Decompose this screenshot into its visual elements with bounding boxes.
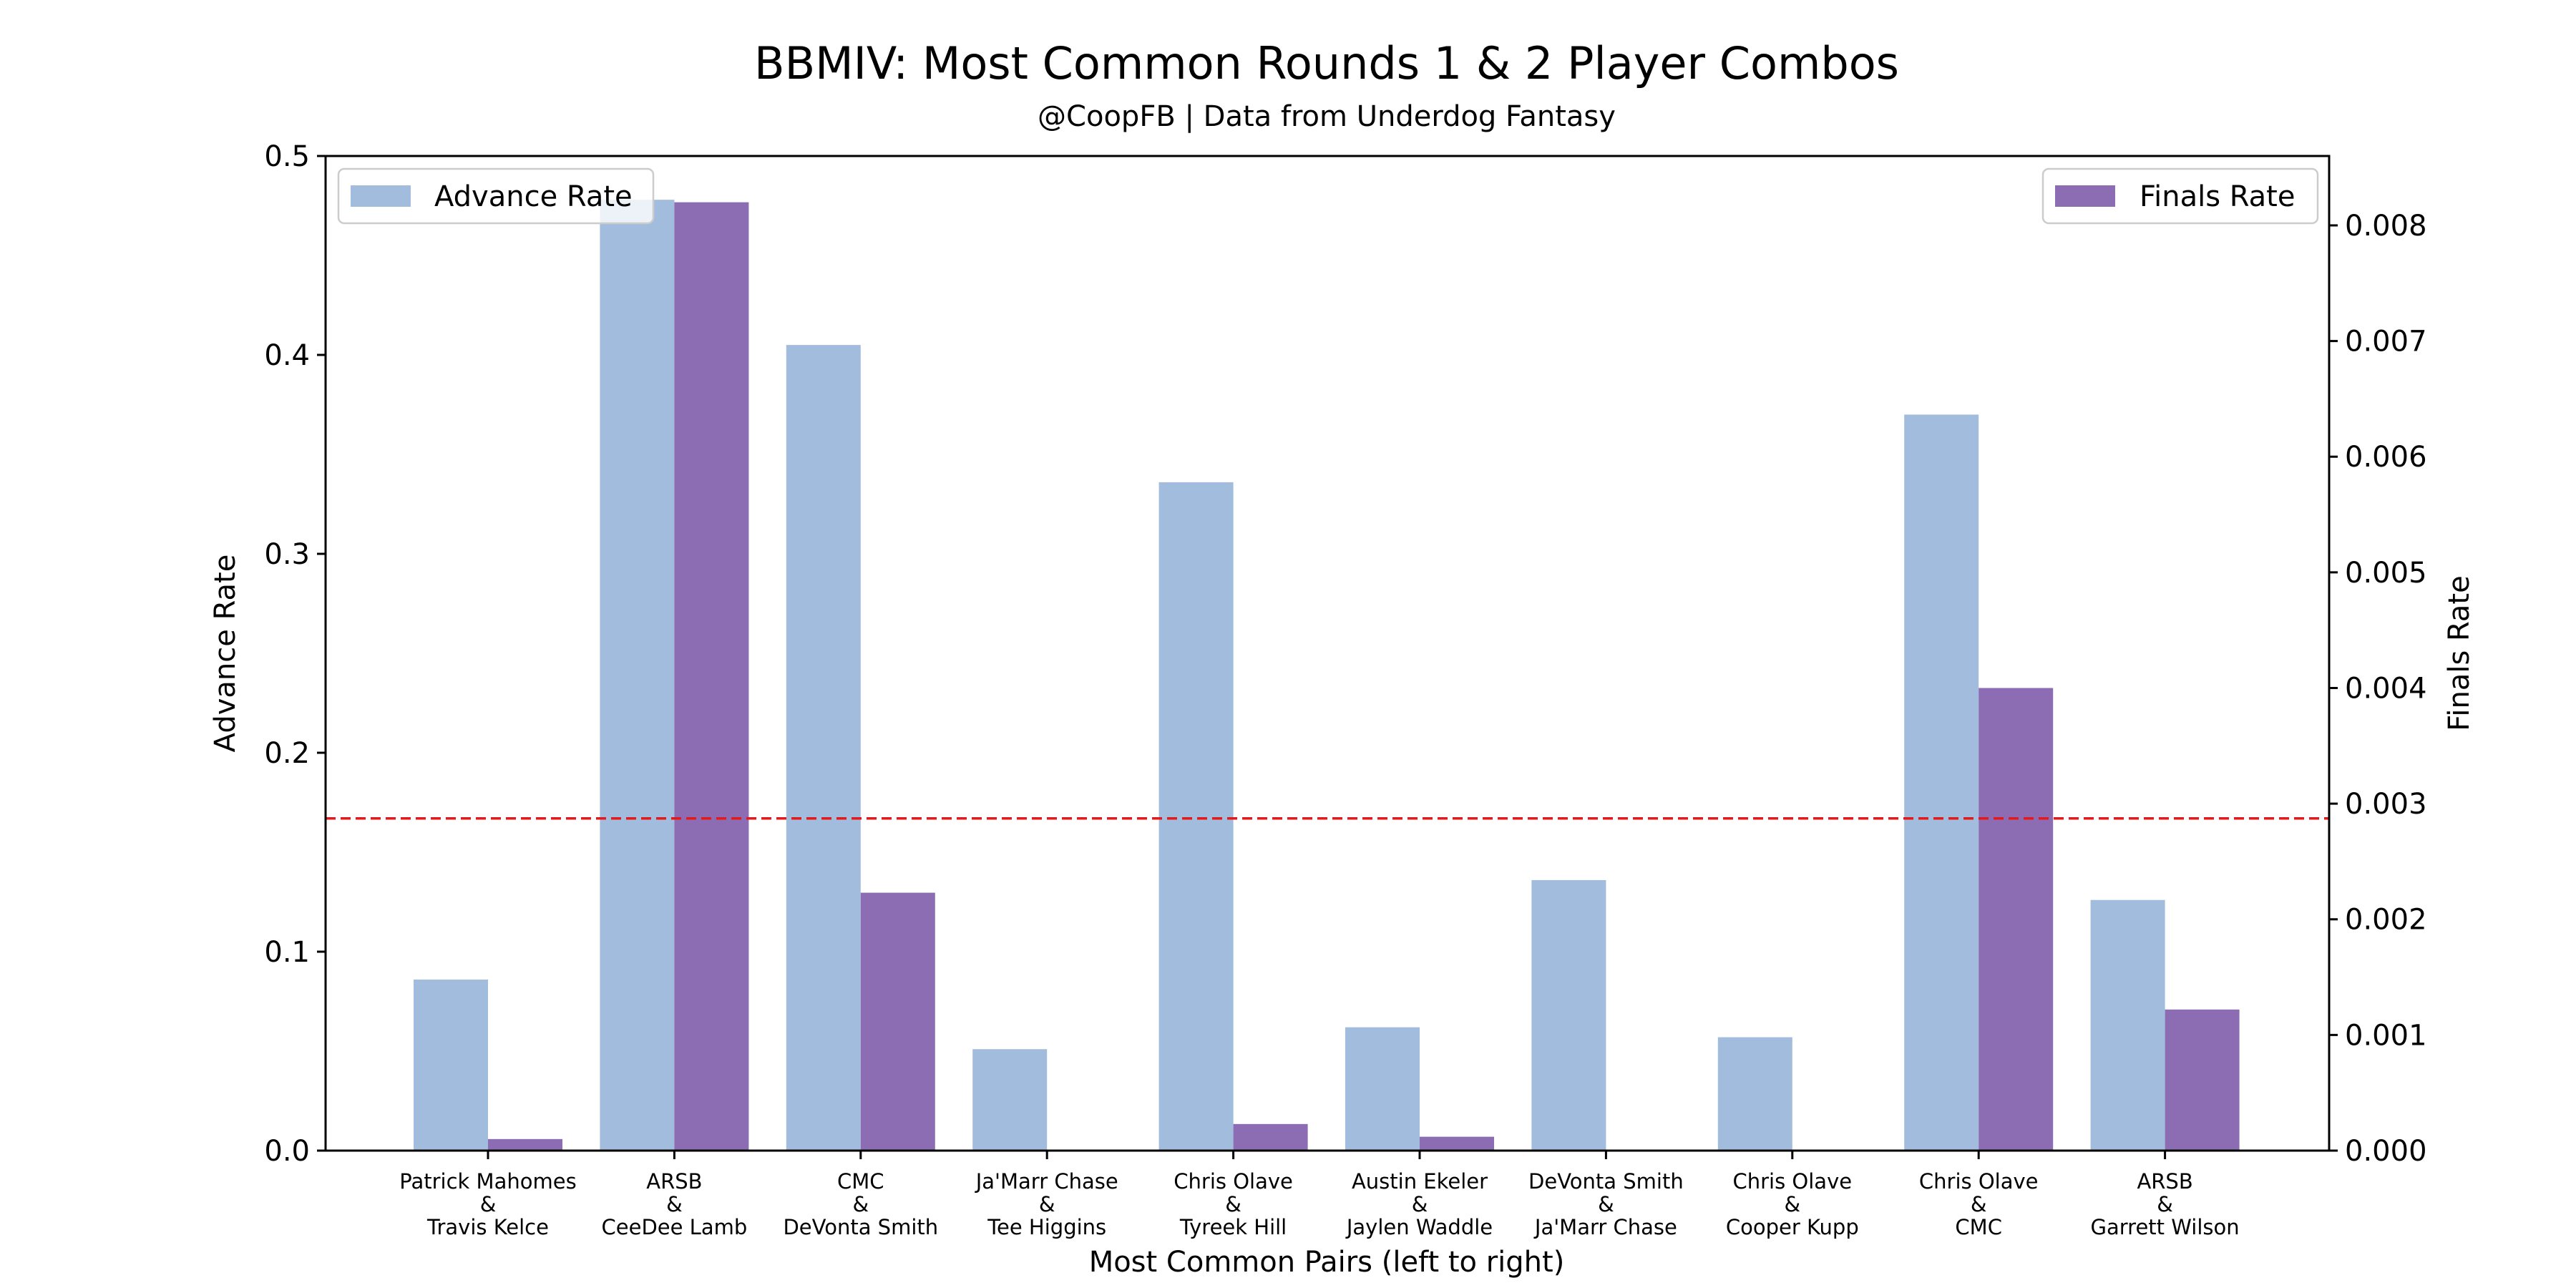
y2-tick-label: 0.002 (2345, 904, 2427, 937)
y2-tick-label: 0.003 (2345, 788, 2427, 821)
plot-frame (324, 155, 2331, 1152)
bar-advance-rate (1531, 879, 1606, 1151)
legend-label-advance-rate: Advance Rate (434, 180, 633, 213)
x-tick-label: Patrick Mahomes & Travis Kelce (399, 1169, 576, 1239)
bar-advance-rate (1345, 1027, 1420, 1151)
bar-finals-rate (674, 202, 749, 1151)
left-axis: 0.0 0.1 0.2 0.3 0.4 0.5 (264, 140, 326, 1168)
bar-advance-rate (2090, 899, 2165, 1151)
bar-advance-rate (1904, 414, 1979, 1151)
bar-finals-rate (860, 892, 935, 1151)
legend-swatch-finals-rate (2055, 185, 2115, 207)
y2-tick-label: 0.007 (2345, 326, 2427, 358)
legend-finals-rate: Finals Rate (2041, 167, 2319, 225)
chart-title: BBMIV: Most Common Rounds 1 & 2 Player C… (754, 37, 1899, 89)
bar-advance-rate (600, 200, 675, 1151)
x-tick-label: Austin Ekeler & Jaylen Waddle (1345, 1169, 1493, 1239)
y2-tick-label: 0.000 (2345, 1135, 2427, 1168)
y2-tick-label: 0.004 (2345, 672, 2427, 705)
bar-advance-rate (786, 345, 861, 1151)
y-tick-label: 0.4 (264, 339, 310, 372)
legend-label-finals-rate: Finals Rate (2140, 180, 2295, 213)
x-axis: Patrick Mahomes & Travis Kelce ARSB & CeeDee … (399, 1151, 2240, 1239)
y2-tick-label: 0.006 (2345, 441, 2427, 474)
y2-axis-label: Finals Rate (2443, 575, 2476, 731)
bar-advance-rate (414, 979, 488, 1151)
x-tick-label: Chris Olave & Cooper Kupp (1726, 1169, 1859, 1239)
x-tick-label: ARSB & CeeDee Lamb (602, 1169, 748, 1239)
x-tick-label: DeVonta Smith & Ja'Marr Chase (1528, 1169, 1684, 1239)
y-tick-label: 0.3 (264, 538, 310, 571)
x-tick-label: Chris Olave & Tyreek Hill (1174, 1169, 1293, 1239)
bar-finals-rate (1233, 1123, 1308, 1151)
x-axis-label: Most Common Pairs (left to right) (1089, 1246, 1565, 1279)
x-tick-label: CMC & DeVonta Smith (783, 1169, 938, 1239)
right-axis: 0.000 0.001 0.002 0.003 0.004 0.005 0.006 0.007… (2329, 210, 2427, 1168)
bar-advance-rate (1158, 482, 1234, 1151)
bar-finals-rate (488, 1138, 562, 1151)
bar-finals-rate (2165, 1009, 2240, 1151)
y-tick-label: 0.2 (264, 737, 310, 770)
x-tick-label: Chris Olave & CMC (1919, 1169, 2039, 1239)
y-tick-label: 0.0 (264, 1135, 310, 1168)
y2-tick-label: 0.008 (2345, 210, 2427, 243)
legend-advance-rate: Advance Rate (337, 167, 655, 225)
y-tick-label: 0.5 (264, 140, 310, 173)
y2-tick-label: 0.001 (2345, 1019, 2427, 1052)
x-tick-label: Ja'Marr Chase & Tee Higgins (975, 1169, 1118, 1239)
bar-advance-rate (1717, 1037, 1792, 1151)
y2-tick-label: 0.005 (2345, 557, 2427, 590)
bar-advance-rate (972, 1049, 1048, 1151)
bar-finals-rate (1979, 688, 2054, 1151)
bars-layer (414, 200, 2240, 1151)
y-axis-label: Advance Rate (209, 555, 242, 753)
legend-swatch-advance-rate (351, 185, 411, 207)
y-tick-label: 0.1 (264, 936, 310, 969)
chart-subtitle: @CoopFB | Data from Underdog Fantasy (1038, 100, 1616, 133)
x-tick-label: ARSB & Garrett Wilson (2091, 1169, 2240, 1239)
bar-finals-rate (1420, 1136, 1494, 1151)
